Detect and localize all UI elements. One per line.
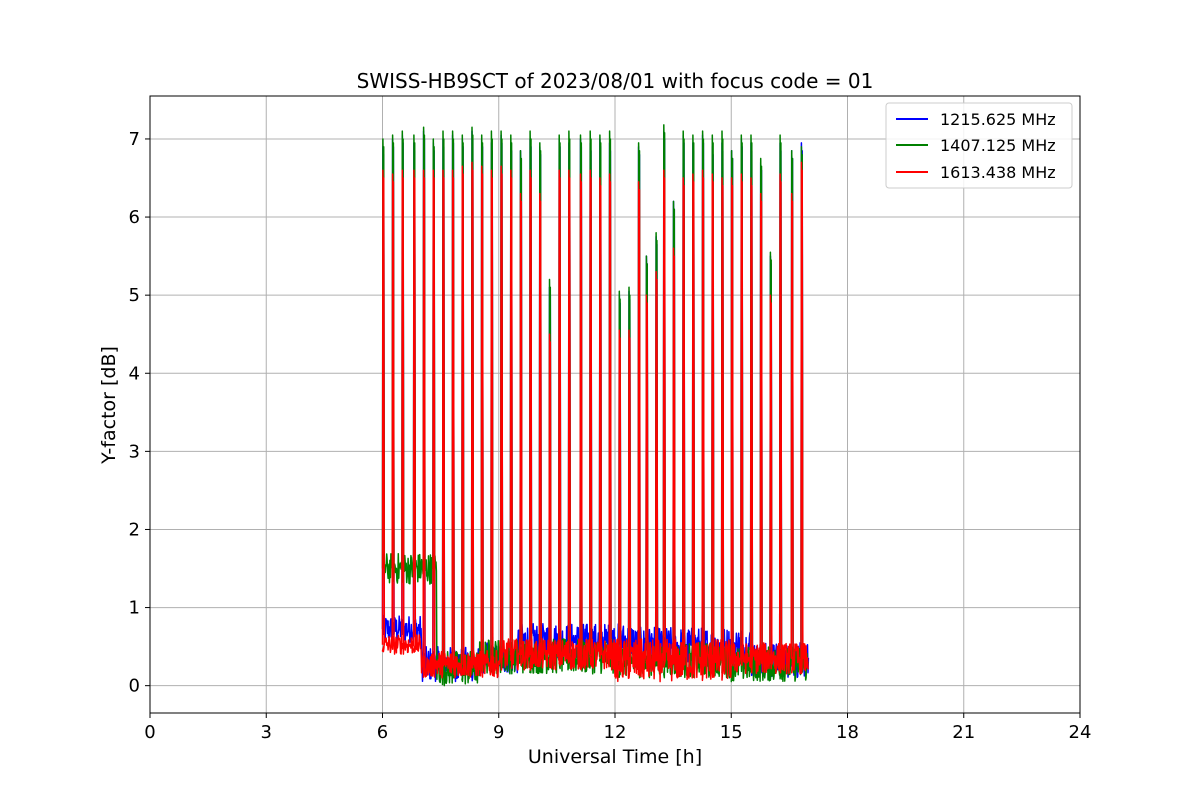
series-line <box>381 161 810 683</box>
y-tick-label: 5 <box>129 285 140 306</box>
y-tick-label: 1 <box>129 598 140 619</box>
x-tick-label: 3 <box>261 722 272 743</box>
plot-area <box>381 124 810 687</box>
legend-label-2: 1407.125 MHz <box>940 136 1056 155</box>
y-tick-label: 7 <box>129 129 140 150</box>
legend: 1215.625 MHz 1407.125 MHz 1613.438 MHz <box>885 102 1073 189</box>
x-tick-label: 21 <box>952 722 975 743</box>
y-tick-label: 4 <box>129 363 140 384</box>
legend-box <box>885 102 1073 189</box>
x-tick-label: 6 <box>377 722 388 743</box>
y-tick-label: 3 <box>129 441 140 462</box>
series-3 <box>381 161 810 683</box>
y-axis-title: Y-factor [dB] <box>98 346 120 465</box>
x-tick-label: 18 <box>836 722 859 743</box>
y-tick-label: 6 <box>129 207 140 228</box>
chart-title: SWISS-HB9SCT of 2023/08/01 with focus co… <box>357 69 874 93</box>
legend-label-3: 1613.438 MHz <box>940 163 1056 182</box>
y-tick-label: 2 <box>129 519 140 540</box>
legend-label-1: 1215.625 MHz <box>940 110 1056 129</box>
x-tick-label: 15 <box>720 722 743 743</box>
x-tick-label: 9 <box>493 722 504 743</box>
x-tick-label: 12 <box>604 722 627 743</box>
y-tick-label: 0 <box>129 676 140 697</box>
x-tick-label: 24 <box>1069 722 1092 743</box>
x-tick-label: 0 <box>144 722 155 743</box>
x-axis-title: Universal Time [h] <box>528 746 702 768</box>
